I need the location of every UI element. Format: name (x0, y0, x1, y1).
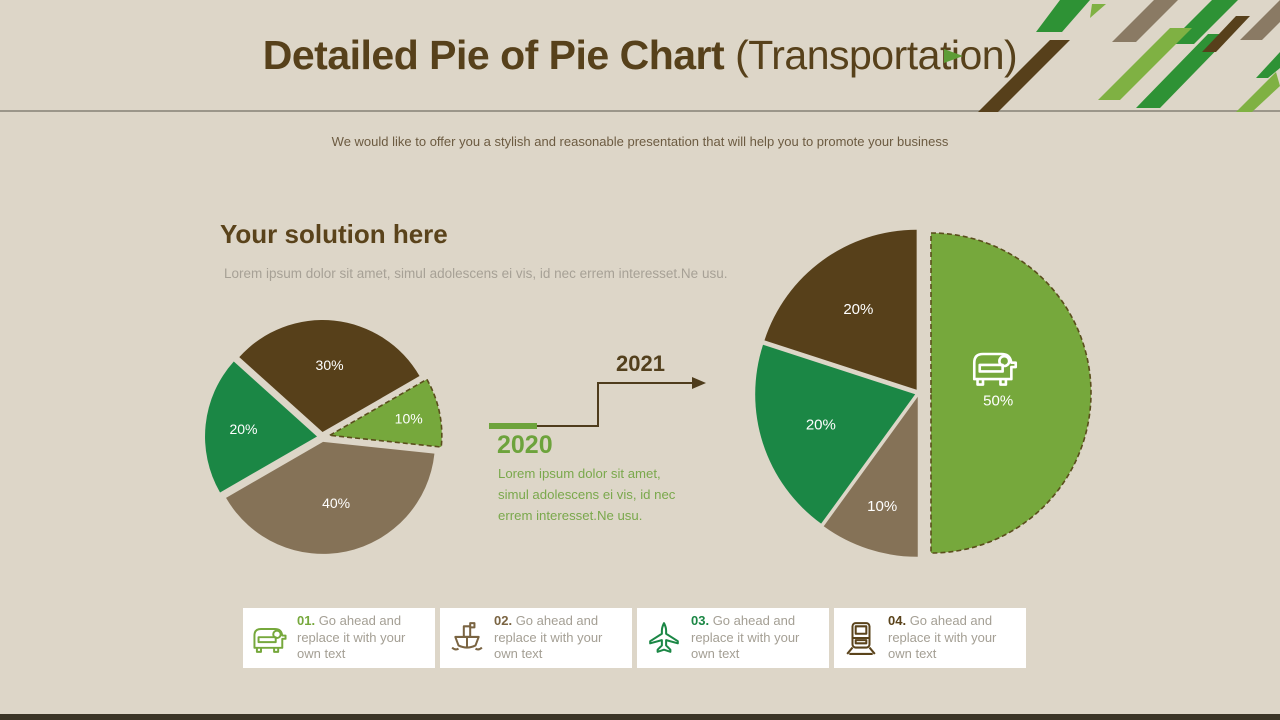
pie-slice (239, 320, 420, 433)
step-text: 02. Go ahead and replace it with your ow… (494, 613, 620, 664)
step-card-01: 01. Go ahead and replace it with your ow… (243, 608, 435, 668)
pie-slice (764, 229, 917, 390)
step-label: Go ahead and replace it with your own te… (691, 612, 800, 662)
solution-body: Lorem ipsum dolor sit amet, simul adoles… (224, 266, 728, 281)
pie-chart-large: 50% 10% 20% 20% (755, 229, 1092, 557)
pie-slice (226, 441, 435, 554)
annotation-arrow-line (537, 382, 692, 427)
page-title-main: Detailed Pie of Pie Chart (262, 32, 725, 78)
step-text: 01. Go ahead and replace it with your ow… (297, 613, 423, 664)
step-card-04: 04. Go ahead and replace it with your ow… (834, 608, 1026, 668)
step-number: 03. (691, 612, 710, 628)
step-label: Go ahead and replace it with your own te… (494, 612, 603, 662)
car-icon (972, 352, 1018, 386)
pie-slice (823, 396, 918, 557)
title-accent-triangle-icon (944, 49, 963, 63)
annotation-body: Lorem ipsum dolor sit amet, simul adoles… (498, 466, 676, 524)
annotation-green-bar (489, 423, 537, 429)
step-text: 04. Go ahead and replace it with your ow… (888, 613, 1014, 664)
step-number: 02. (494, 612, 513, 628)
plane-icon (637, 621, 691, 655)
pie-slice (205, 361, 318, 493)
pie-chart-small: 30% 10% 40% 20% (205, 320, 443, 554)
annotation-connector (489, 377, 706, 429)
pie-slice (930, 232, 1092, 554)
footer-bar (0, 714, 1280, 720)
year-label-2020: 2020 (497, 431, 553, 459)
pie-slice-label: 30% (316, 357, 344, 373)
decorative-stripes (978, 0, 1280, 112)
step-card-02: 02. Go ahead and replace it with your ow… (440, 608, 632, 668)
pie-slice-label: 20% (229, 421, 257, 437)
step-label: Go ahead and replace it with your own te… (888, 612, 997, 662)
header (0, 0, 1280, 112)
steps-row: 01. Go ahead and replace it with your ow… (243, 608, 1031, 668)
pie-slice-label: 10% (395, 411, 423, 427)
step-card-03: 03. Go ahead and replace it with your ow… (637, 608, 829, 668)
car-icon (243, 623, 297, 653)
annotation-arrowhead-icon (692, 377, 706, 389)
step-label: Go ahead and replace it with your own te… (297, 612, 406, 662)
pie-slice-label: 20% (843, 301, 873, 318)
pie-slice-label: 20% (806, 416, 836, 433)
train-icon (834, 621, 888, 655)
solution-heading: Your solution here (220, 219, 448, 249)
ship-icon (440, 621, 494, 655)
pie-slice-label: 50% (983, 393, 1013, 410)
pie-slice-label: 40% (322, 495, 350, 511)
page-title-suffix: (Transportation) (724, 32, 1018, 78)
step-text: 03. Go ahead and replace it with your ow… (691, 613, 817, 664)
step-number: 01. (297, 612, 316, 628)
pie-slice (327, 378, 443, 448)
year-label-2021: 2021 (616, 351, 665, 376)
step-number: 04. (888, 612, 907, 628)
subtitle: We would like to offer you a stylish and… (331, 134, 949, 149)
page-title: Detailed Pie of Pie Chart (Transportatio… (0, 32, 1280, 79)
pie-slice (755, 344, 916, 524)
pie-slice-label: 10% (867, 498, 897, 515)
